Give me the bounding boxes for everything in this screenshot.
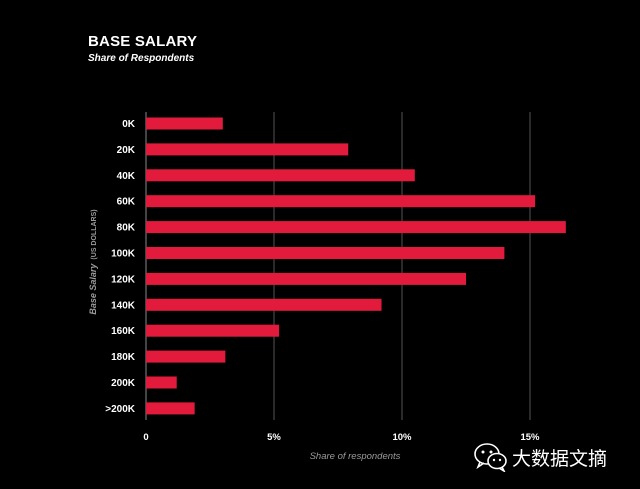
category-label-11: >200K: [105, 404, 136, 415]
category-label-6: 120K: [111, 274, 136, 285]
x-tick-labels: 0 5% 10% 15%: [143, 432, 540, 443]
x-tick-label-2: 10%: [392, 432, 412, 443]
bar-8: [146, 324, 280, 337]
bar-9: [146, 350, 226, 363]
grid-lines: [145, 112, 531, 420]
bar-10: [146, 376, 177, 389]
bar-6: [146, 272, 466, 285]
bar-2: [146, 169, 415, 182]
chart-subtitle: Share of Respondents: [88, 53, 195, 64]
y-axis-label: Base Salary (US DOLLARS): [88, 209, 98, 314]
watermark-text: 大数据文摘: [512, 447, 608, 470]
bar-1: [146, 143, 349, 156]
category-label-7: 140K: [111, 300, 136, 311]
bars: [146, 117, 566, 415]
bar-0: [146, 117, 223, 130]
x-tick-label-3: 15%: [520, 432, 540, 443]
x-tick-label-1: 5%: [267, 432, 281, 443]
category-label-3: 60K: [117, 197, 136, 208]
category-label-1: 20K: [117, 145, 136, 156]
bar-11: [146, 402, 195, 415]
category-label-0: 0K: [122, 119, 136, 130]
category-label-4: 80K: [117, 223, 136, 234]
x-axis-label: Share of respondents: [310, 451, 401, 462]
category-label-9: 180K: [111, 352, 136, 363]
y-axis-label-text: Base Salary: [88, 263, 98, 315]
category-label-10: 200K: [111, 378, 136, 389]
chart-title: BASE SALARY: [88, 33, 198, 50]
watermark: 大数据文摘: [474, 442, 607, 472]
category-label-2: 40K: [117, 171, 136, 182]
category-labels: 0K 20K 40K 60K 80K 100K 120K 140K 160K 180K 200K >2…: [105, 119, 136, 415]
y-axis-unit: (US DOLLARS): [91, 209, 98, 260]
category-label-5: 100K: [111, 249, 136, 260]
category-label-8: 160K: [111, 326, 136, 337]
bar-5: [146, 247, 505, 259]
bar-4: [146, 221, 566, 234]
wechat-icon: [474, 443, 507, 472]
bar-7: [146, 298, 382, 311]
bar-3: [146, 195, 536, 208]
x-tick-label-0: 0: [143, 432, 148, 443]
